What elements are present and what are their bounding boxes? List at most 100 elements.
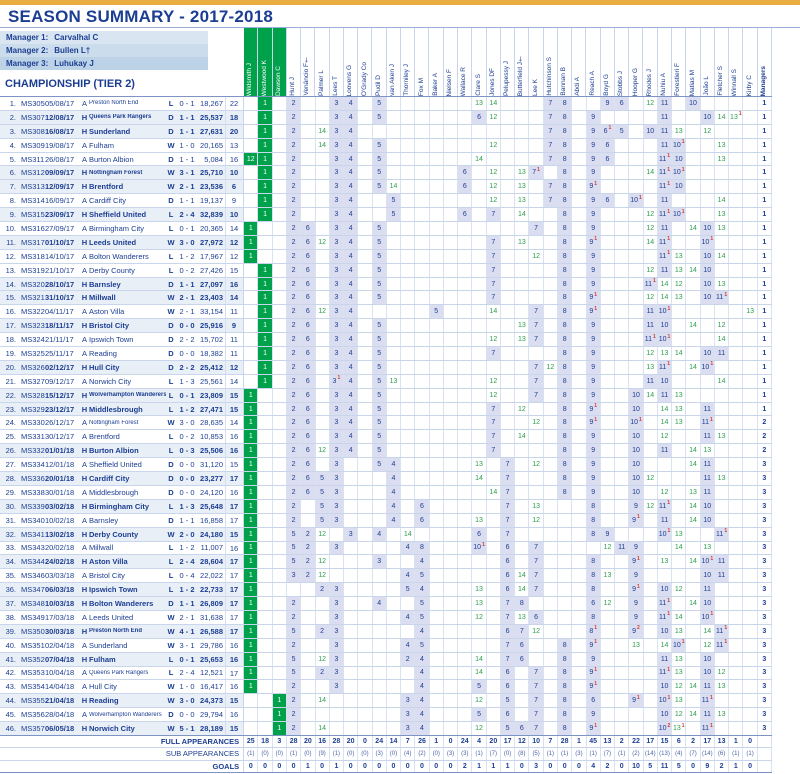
appearance-cell xyxy=(743,388,758,402)
appearance-cell: 10 1 xyxy=(672,638,687,652)
appearance-cell xyxy=(458,597,473,610)
appearance-cell xyxy=(615,458,630,472)
appearance-cell xyxy=(572,485,587,499)
attendance: 11,007 xyxy=(200,543,223,553)
appearance-cell: 7 xyxy=(529,555,544,569)
appearance-cell xyxy=(486,583,501,597)
appearance-cell: 11 1 xyxy=(657,499,673,513)
appearance-cell: 12 xyxy=(244,152,259,166)
match-row: 14. MS320 28/10/17 H Barnsley D 1 - 1 27,097 16 1… xyxy=(0,277,772,292)
appearance-cell xyxy=(672,430,687,444)
appearance-cell xyxy=(358,222,373,235)
appearance-cell xyxy=(629,138,644,152)
appearance-cell xyxy=(615,180,630,194)
match-id: MS356 xyxy=(21,710,45,720)
appearance-cell: 3 xyxy=(329,402,345,416)
appearance-cell: 14 xyxy=(515,430,530,444)
appearance-cell: 8 xyxy=(558,402,573,416)
appearance-cell xyxy=(258,472,273,485)
appearance-cell xyxy=(244,263,259,277)
appearance-cell: 10 1 xyxy=(672,166,687,180)
footer-value-cell: (3) xyxy=(572,747,587,760)
footer-full-values: 25 18 3 28 20 16 28 20 0 24 14 7 26 1 0 24 4 20 17 12 10 7 28 1… xyxy=(243,736,772,747)
footer-value-cell: (7) xyxy=(601,747,616,760)
appearance-cell xyxy=(686,305,701,319)
appearance-cell xyxy=(500,430,516,444)
result-letter: L xyxy=(168,265,174,275)
appearance-cell xyxy=(743,485,758,499)
appearance-cell xyxy=(500,319,516,333)
appearance-cell xyxy=(686,583,701,597)
footer-value-cell: (7) xyxy=(487,747,501,760)
player-column-header: Clare S xyxy=(472,28,487,96)
footer-value-cell: 0 xyxy=(572,760,587,773)
manager-number-cell: 3 xyxy=(757,708,772,722)
appearance-cell xyxy=(372,208,387,222)
appearance-cell: 14 xyxy=(714,374,730,388)
appearance-cell xyxy=(429,388,444,402)
player-name-label: Abdi A xyxy=(574,77,582,96)
appearance-cell: 14 xyxy=(714,110,730,124)
player-column-header: van Aken J xyxy=(386,28,401,96)
player-column-header: Butterfield J† xyxy=(515,28,530,96)
manager-number-cell: 1 xyxy=(757,208,772,222)
match-date: 02/12/17 xyxy=(45,362,75,372)
appearance-cell xyxy=(672,458,687,472)
appearance-cells: 12 1 2 3 4 5 14 7 8 9 6 11 1 10 13 1 xyxy=(243,152,772,166)
appearance-cell xyxy=(486,597,501,610)
match-date: 31/10/17 xyxy=(45,293,75,303)
appearance-cell xyxy=(301,666,316,680)
opponent: Bolton Wanderers xyxy=(89,251,149,261)
attendance: 25,561 xyxy=(200,376,223,386)
venue-flag: H xyxy=(81,362,88,372)
appearance-cell xyxy=(315,277,330,291)
opponent: Millwall xyxy=(89,293,116,303)
result-letter: D xyxy=(168,460,174,470)
appearance-cell xyxy=(415,416,430,430)
match-date: 30/01/18 xyxy=(45,487,75,497)
appearance-cell xyxy=(272,124,287,138)
appearance-cell: 8 xyxy=(586,513,601,527)
appearance-cell xyxy=(629,110,644,124)
appearance-cell: 11 xyxy=(643,305,658,319)
appearance-cell xyxy=(572,569,587,583)
appearance-cell: 7 xyxy=(529,388,544,402)
footer-value-cell: 24 xyxy=(373,736,387,747)
appearance-cell xyxy=(458,194,473,208)
appearance-cell xyxy=(543,708,559,722)
league-position: 20 xyxy=(225,124,242,138)
match-date: 13/02/18 xyxy=(45,529,75,539)
footer-value-cell: (0) xyxy=(358,747,373,760)
match-date: 17/03/18 xyxy=(45,612,75,622)
appearance-cell xyxy=(743,722,758,735)
appearance-cell xyxy=(258,694,273,708)
score: 1 - 0 xyxy=(179,682,195,692)
appearance-cell: 12 xyxy=(315,305,330,319)
appearance-cell: 4 xyxy=(344,277,359,291)
attendance: 19,137 xyxy=(200,196,223,206)
footer-value-cell: 0 xyxy=(515,760,530,773)
player-column-header: Lee K xyxy=(529,28,544,96)
appearance-cell: 5 xyxy=(372,152,387,166)
appearance-cell xyxy=(500,110,516,124)
appearance-cell xyxy=(729,180,744,194)
appearance-cell xyxy=(714,235,730,249)
appearance-cell xyxy=(429,180,444,194)
appearance-cell xyxy=(443,222,459,235)
appearance-cell: 5 xyxy=(372,222,387,235)
appearance-cell xyxy=(615,722,630,735)
appearance-cell xyxy=(743,138,758,152)
appearance-cell xyxy=(743,652,758,666)
appearance-cell xyxy=(258,708,273,722)
appearance-cell: 5 xyxy=(315,485,330,499)
appearance-cell xyxy=(686,624,701,638)
appearance-cell: 6 xyxy=(301,388,316,402)
appearance-cell xyxy=(272,263,287,277)
league-position: 16 xyxy=(225,680,242,694)
appearance-cell: 13 xyxy=(515,235,530,249)
appearance-cell xyxy=(358,166,373,180)
venue-flag: H xyxy=(81,404,88,414)
